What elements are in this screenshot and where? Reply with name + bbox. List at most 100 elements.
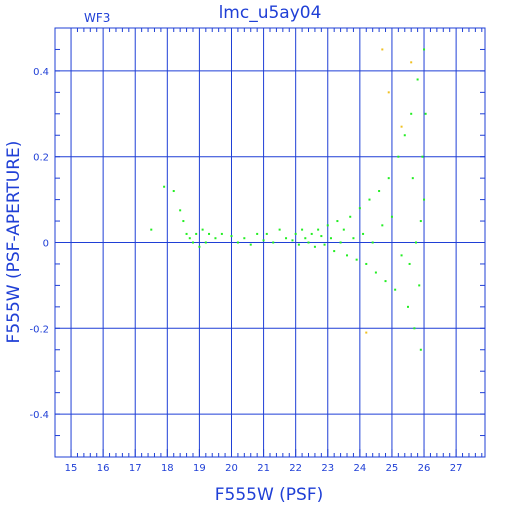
data-point [339,241,342,244]
x-tick-label: 20 [225,463,238,474]
data-point [329,237,332,240]
data-point [262,239,265,242]
data-point [191,241,194,244]
data-point [358,207,361,210]
data-point [424,112,427,115]
y-tick-label: -0.2 [29,324,49,335]
data-point [381,48,384,51]
data-point [346,254,349,257]
data-point [198,245,201,248]
data-point [201,228,204,231]
data-point [400,125,403,128]
data-point [195,232,198,235]
x-tick-label: 25 [386,463,399,474]
data-point [362,232,365,235]
y-tick-label: 0 [43,239,49,250]
y-tick-label: -0.4 [29,410,49,421]
data-points [150,48,427,351]
data-point [265,232,268,235]
data-point [368,198,371,201]
data-point [323,243,326,246]
data-point [163,185,166,188]
data-point [419,220,422,223]
data-point [313,245,316,248]
data-point [403,134,406,137]
axis-ticks [55,27,485,458]
data-point [419,348,422,351]
data-point [297,243,300,246]
y-tick-label: 0.4 [33,67,49,78]
x-tick-label: 22 [289,463,302,474]
x-tick-label: 19 [193,463,206,474]
data-point [415,241,418,244]
data-point [285,237,288,240]
data-point [410,112,413,115]
data-point [416,78,419,81]
data-point [374,271,377,274]
data-point [342,228,345,231]
data-point [365,262,368,265]
x-tick-label: 18 [161,463,174,474]
data-point [256,232,259,235]
data-point [326,224,329,227]
data-point [408,262,411,265]
data-point [179,209,182,212]
grid-lines [55,28,485,457]
data-point [236,241,239,244]
tick-labels: 15 16 17 18 19 20 21 22 23 24 25 26 27 -0.4 -0.2 0 0.2 0.… [29,67,462,474]
data-point [390,215,393,218]
data-point [365,331,368,334]
data-point [333,250,336,253]
data-point [204,241,207,244]
data-point [421,155,424,158]
data-point [272,241,275,244]
data-point [355,258,358,261]
chart-title: lmc_u5ay04 [219,3,322,23]
data-point [220,232,223,235]
data-point [320,235,323,238]
data-point [400,254,403,257]
data-point [397,155,400,158]
x-tick-label: 23 [321,463,334,474]
data-point [214,237,217,240]
data-point [307,241,310,244]
x-tick-label: 16 [97,463,110,474]
data-point [249,243,252,246]
data-point [384,280,387,283]
data-point [230,235,233,238]
data-point [371,241,374,244]
x-tick-label: 27 [450,463,463,474]
data-point [413,327,416,330]
data-point [411,177,414,180]
y-tick-label: 0.2 [33,153,49,164]
data-point [304,237,307,240]
data-point [381,224,384,227]
y-axis-label: F555W (PSF-APERTURE) [4,141,24,344]
x-tick-label: 17 [129,463,142,474]
data-point [410,61,413,64]
data-point [301,228,304,231]
data-point [423,48,426,51]
x-tick-label: 26 [418,463,431,474]
data-point [294,232,297,235]
data-point [418,284,421,287]
data-point [188,237,191,240]
data-point [352,237,355,240]
data-point [185,232,188,235]
x-tick-label: 15 [65,463,78,474]
data-point [317,228,320,231]
x-tick-label: 24 [353,463,366,474]
data-point [394,288,397,291]
x-axis-label: F555W (PSF) [215,485,324,505]
data-point [172,190,175,193]
data-point [291,239,294,242]
data-point [349,215,352,218]
data-point [310,232,313,235]
data-point [243,237,246,240]
data-point [387,91,390,94]
data-point [182,220,185,223]
data-point [336,220,339,223]
data-point [423,198,426,201]
data-point [406,305,409,308]
